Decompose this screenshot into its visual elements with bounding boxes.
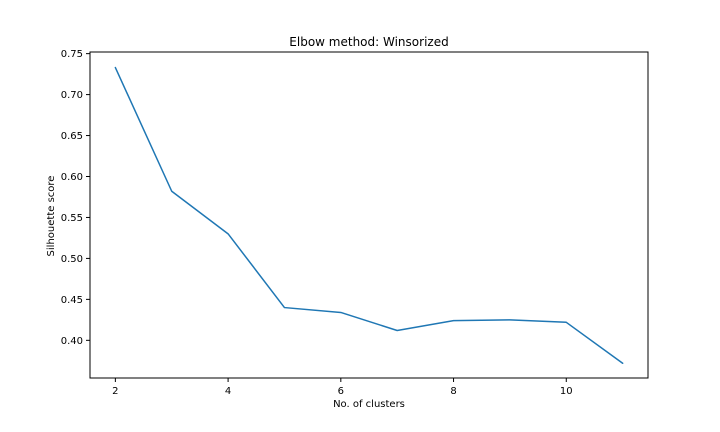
x-tick-label: 10	[560, 386, 573, 397]
y-tick-label: 0.70	[61, 90, 83, 101]
y-axis-label: Silhouette score	[46, 176, 57, 257]
y-tick-label: 0.60	[61, 172, 83, 183]
axes-frame	[89, 51, 649, 379]
ticks: 2 4 6 8 10 0.40 0.45 0.50 0.55 0.60 0.65 0.70 0.75	[61, 49, 573, 397]
x-tick-label: 8	[450, 386, 456, 397]
y-tick-label: 0.65	[61, 131, 83, 142]
series	[114, 66, 624, 365]
y-tick-label: 0.40	[61, 336, 83, 347]
y-tick-label: 0.50	[61, 254, 83, 265]
chart-title: Elbow method: Winsorized	[289, 35, 448, 49]
x-tick-label: 6	[338, 386, 344, 397]
y-tick-label: 0.55	[61, 213, 83, 224]
x-tick-label: 4	[225, 386, 231, 397]
series-line	[114, 66, 624, 365]
x-tick-label: 2	[112, 386, 118, 397]
y-tick-label: 0.45	[61, 295, 83, 306]
y-tick-label: 0.75	[61, 49, 83, 60]
x-axis-label: No. of clusters	[333, 399, 405, 410]
